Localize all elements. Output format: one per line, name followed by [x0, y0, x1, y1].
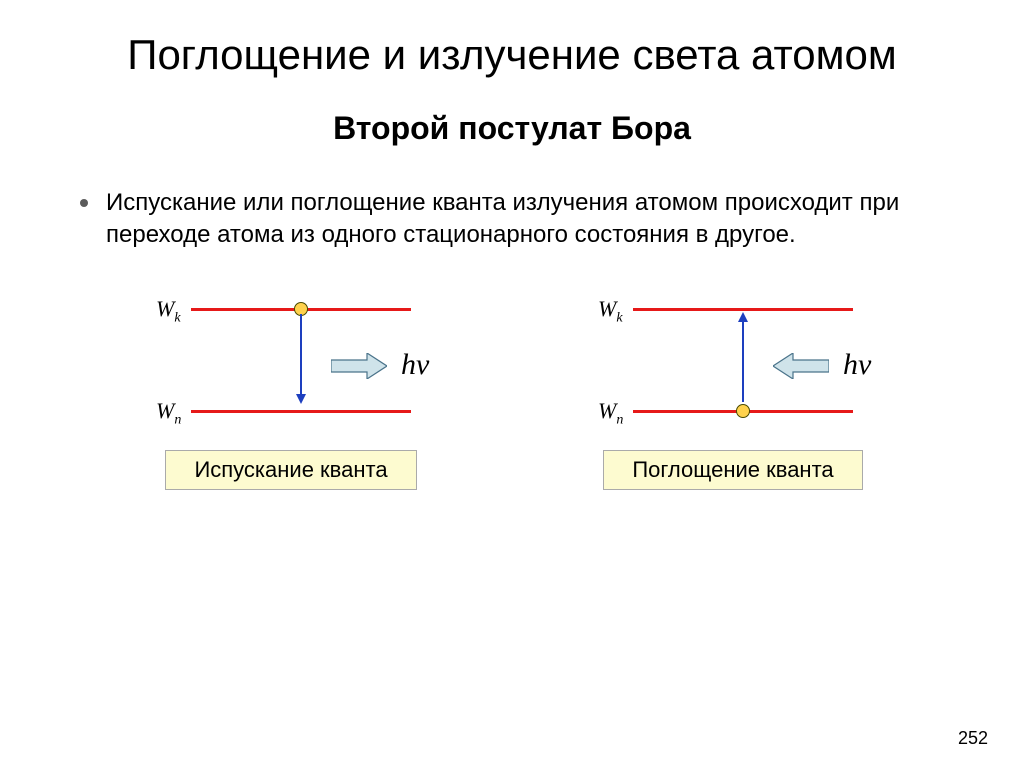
electron-dot-icon: [736, 404, 750, 418]
transition-arrow-up-icon: [742, 314, 744, 402]
bullet-text: Испускание или поглощение кванта излучен…: [106, 187, 974, 249]
photon-arrow-right-icon: [331, 353, 387, 379]
level-bottom-label: Wn: [156, 398, 181, 428]
diagrams-container: Wk hν Wn Испускание кванта Wk: [50, 300, 974, 490]
diagram-emission: Wk hν Wn Испускание кванта: [101, 300, 481, 490]
caption-absorption: Поглощение кванта: [603, 450, 862, 490]
bullet-row: Испускание или поглощение кванта излучен…: [50, 187, 974, 249]
page-title: Поглощение и излучение света атомом: [50, 30, 974, 80]
level-top-label: Wk: [598, 296, 623, 326]
hv-label: hν: [401, 348, 429, 382]
photon-arrow-left-icon: [773, 353, 829, 379]
level-bottom-label: Wn: [598, 398, 623, 428]
level-top-line: [633, 308, 853, 311]
diagram-emission-stage: Wk hν Wn: [101, 300, 481, 430]
page-number: 252: [958, 728, 988, 749]
hv-label: hν: [843, 348, 871, 382]
level-bottom-line: [191, 410, 411, 413]
caption-emission: Испускание кванта: [165, 450, 416, 490]
diagram-absorption: Wk hν Wn Поглощение кванта: [543, 300, 923, 490]
transition-arrow-down-icon: [300, 314, 302, 402]
diagram-absorption-stage: Wk hν Wn: [543, 300, 923, 430]
level-top-label: Wk: [156, 296, 181, 326]
bullet-dot-icon: [80, 199, 88, 207]
subtitle: Второй постулат Бора: [50, 110, 974, 147]
